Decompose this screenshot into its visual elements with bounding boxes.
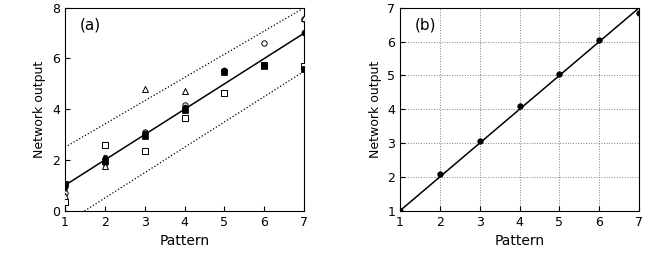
Point (395, 209, 405, 213)
Point (299, 16, 310, 20)
Point (435, 171, 445, 176)
Point (259, 41, 269, 45)
Point (140, 149, 150, 153)
Y-axis label: Network output: Network output (34, 61, 47, 158)
Y-axis label: Network output: Network output (369, 61, 382, 158)
Point (515, 104, 525, 108)
Point (179, 108, 190, 113)
Point (554, 72, 565, 76)
Point (299, 30, 310, 34)
Point (634, 11, 644, 15)
Point (60, 200, 70, 204)
Point (259, 63, 269, 67)
Point (99, 160, 110, 164)
Point (60, 182, 70, 186)
X-axis label: Pattern: Pattern (160, 234, 210, 248)
Point (140, 87, 150, 91)
Text: (a): (a) (79, 18, 101, 33)
Point (140, 130, 150, 134)
Point (140, 134, 150, 138)
Point (99, 143, 110, 147)
Point (99, 164, 110, 168)
Point (179, 116, 190, 120)
Point (179, 103, 190, 107)
Point (179, 106, 190, 110)
Point (140, 131, 150, 135)
Point (219, 68, 230, 72)
Point (299, 67, 310, 71)
Point (99, 157, 110, 161)
Point (299, 31, 310, 35)
Text: (b): (b) (414, 18, 436, 33)
Point (60, 194, 70, 198)
Point (219, 91, 230, 95)
Point (219, 69, 230, 73)
Point (259, 61, 269, 66)
X-axis label: Pattern: Pattern (495, 234, 545, 248)
Point (594, 38, 605, 42)
Point (219, 68, 230, 72)
Point (474, 139, 485, 143)
Point (60, 183, 70, 187)
Point (60, 191, 70, 195)
Point (99, 155, 110, 160)
Point (259, 63, 269, 67)
Point (299, 17, 310, 21)
Point (179, 89, 190, 94)
Point (99, 159, 110, 163)
Point (259, 64, 269, 68)
Point (140, 131, 150, 135)
Point (299, 64, 310, 68)
Point (60, 186, 70, 190)
Point (179, 105, 190, 109)
Point (219, 70, 230, 75)
